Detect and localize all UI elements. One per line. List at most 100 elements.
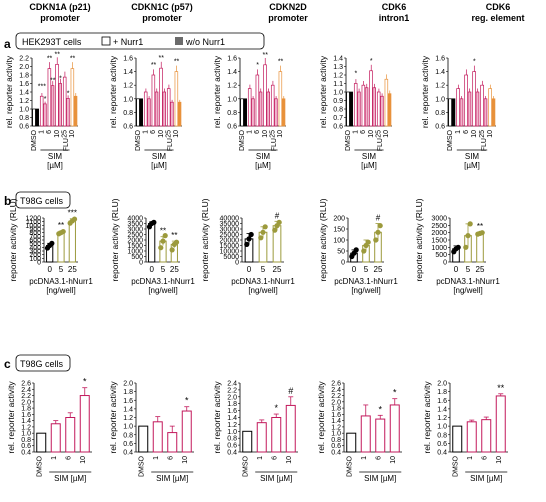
chart0-annot-4: *: [44, 96, 47, 103]
chart4-bar-2-1: [467, 91, 472, 127]
chart1-flu-label: FLU: [167, 138, 174, 151]
chart3-annot-0: *: [355, 71, 358, 78]
chart9-ytick-label-2: 1000: [431, 245, 447, 252]
chart4-ytick-label-5: 1.6: [435, 56, 445, 63]
chart7-annot-2: #: [275, 211, 280, 220]
chart4-bar-5-1: [491, 98, 496, 127]
chart12-ytick-label-5: 1.4: [227, 415, 237, 422]
legend-plus-nurr1-swatch: [101, 36, 111, 46]
chart14-ytick-label-2: 0.8: [437, 432, 447, 439]
chart12-xtick-1: 1: [257, 456, 264, 460]
chart-2: 0.6 0.8 1.0 1.2 1.4 1.6 rel. reporter activity…: [108, 55, 182, 170]
chart8-xtick-0: 0: [352, 265, 357, 274]
chart5-point-0-2: [49, 240, 55, 246]
chart13-sim-label: SIM [µM]: [364, 474, 396, 483]
col-title-3-line1: CDKN2D: [269, 2, 307, 12]
chart6-point-1-2: [162, 233, 168, 239]
chart10-bar-3: [79, 395, 90, 453]
chart7-point-0-0: [244, 241, 250, 247]
chart3-bar-4-0: [376, 91, 381, 127]
chart2-ytick-label-3: 1.2: [227, 83, 237, 90]
chart9-xtick-2: 25: [476, 265, 485, 274]
col-title-5-line2: reg. element: [471, 13, 524, 23]
chart10-xtick-3: 10: [80, 456, 87, 464]
chart5-ytick-label-11: 1100: [26, 219, 41, 226]
chart3-bar-2-0: [361, 84, 366, 127]
chart10-ytick-label-6: 1.6: [21, 412, 31, 419]
chart4-bar-3-0: [472, 71, 476, 127]
chart2-xtick-4: 25: [270, 130, 277, 138]
chart9-ylabel: reporter activity (RLU): [414, 198, 424, 281]
legend-wo-nurr1-swatch: [175, 37, 183, 45]
chart13-ytick-label-3: 1.0: [331, 431, 341, 438]
chart-4: 0.6 0.70.8 0.91.0 1.11.2 1.31.4 rel. reporter…: [318, 55, 392, 170]
cell-box-a: [15, 32, 265, 50]
col-title-1-line2: promoter: [40, 13, 80, 23]
chart4-xtick-2: 6: [463, 130, 470, 134]
chart-7: 05001000150020002500300035004000reporter…: [110, 198, 195, 295]
chart0-bar-0-0: [32, 108, 36, 127]
chart8-point-1-0: [361, 248, 367, 254]
chart2-bar-3-0: [263, 64, 267, 127]
chart14-ytick-label-4: 1.2: [437, 415, 447, 422]
chart2-ytick-label-4: 1.4: [227, 69, 237, 76]
chart2-annot-0: *: [256, 62, 259, 69]
chart7-point-0-1: [246, 236, 252, 242]
chart7-ylabel: reporter activity (RLU): [200, 198, 210, 281]
chart12-ytick-label-8: 2.0: [227, 394, 237, 401]
chart11-ytick-label-5: 1.4: [123, 406, 133, 413]
chart6-ytick-label-6: 3000: [127, 227, 143, 234]
chart13-bar-2: [375, 418, 386, 453]
chart8-ytick-label-0: 0: [341, 260, 345, 267]
chart14-bar-3: [495, 395, 506, 453]
chart2-ytick-label-5: 1.6: [227, 56, 237, 63]
chart11-xtick-1: 1: [153, 456, 160, 460]
chart4-bar-1-0: [456, 88, 460, 127]
chart3-ytick-label-6: 1.2: [333, 73, 343, 80]
chart6-annot-2: **: [171, 231, 177, 240]
chart6-ylabel: reporter activity (RLU): [110, 198, 120, 281]
chart11-xtick-2: 6: [167, 456, 174, 460]
chart4-ytick-label-0: 0.6: [435, 124, 445, 131]
chart0-ylabel: rel. reporter activity: [4, 55, 14, 128]
chart13-bar-3: [389, 404, 400, 453]
chart7-ytick-label-7: 35000: [220, 221, 240, 228]
chart8-point-0-2: [353, 247, 359, 253]
chart13-ytick-label-7: 1.8: [331, 406, 341, 413]
chart14-bar-2: [481, 419, 492, 453]
col-title-2-line2: promoter: [142, 13, 182, 23]
column-titles: CDKN1A (p21) promoter CDKN1C (p57) promo…: [29, 2, 524, 23]
chart13-ytick-label-0: 0.4: [331, 450, 341, 457]
legend-plus-nurr1-label: + Nurr1: [113, 37, 143, 47]
chart9-xtick-1: 5: [466, 265, 471, 274]
chart-1: 0.6 0.81.0 1.21.4 1.61.8 2.02.2 rel. reporter…: [4, 51, 78, 170]
chart13-ytick-label-1: 0.6: [331, 443, 341, 450]
chart2-xtick-2: 6: [254, 130, 261, 134]
chart6-xtick-0: 0: [149, 265, 154, 274]
chart4-xtick-3: 10: [471, 130, 478, 138]
chart6-annot-1: **: [160, 227, 166, 236]
chart10-bar-0: [36, 432, 47, 453]
chart7-point-1-1: [260, 229, 266, 235]
chart14-xtick-1: 1: [467, 456, 474, 460]
chart5-ytick-label-4: 400: [29, 245, 41, 252]
chart11-ytick-label-3: 1.0: [123, 424, 133, 431]
chart2-bar-2-1: [258, 91, 263, 127]
chart8-ylabel: reporter activity (RLU): [318, 198, 328, 281]
chart12-ytick-label-4: 1.2: [227, 422, 237, 429]
chart2-ytick-label-1: 0.8: [227, 110, 237, 117]
chart7-ytick-label-0: 0: [235, 260, 239, 267]
chart7-ytick-label-8: 40000: [220, 216, 240, 223]
chart12-bar-3: [285, 404, 296, 453]
chart5-ytick-label-1: 100: [29, 256, 41, 263]
chart14-ytick-label-6: 1.6: [437, 398, 447, 405]
chart9-xtick-0: 0: [454, 265, 459, 274]
chart6-ytick-label-3: 1500: [127, 243, 143, 250]
chart14-bar-0: [452, 425, 463, 453]
chart10-xtick-1: 1: [51, 456, 58, 460]
chart10-ytick-label-0: 0.4: [21, 450, 31, 457]
chart3-bar-1-0: [353, 83, 358, 127]
chart0-ytick-label-7: 2.0: [19, 64, 29, 71]
chart8-point-2-2: [377, 223, 383, 229]
chart11-bar-3: [181, 410, 192, 453]
